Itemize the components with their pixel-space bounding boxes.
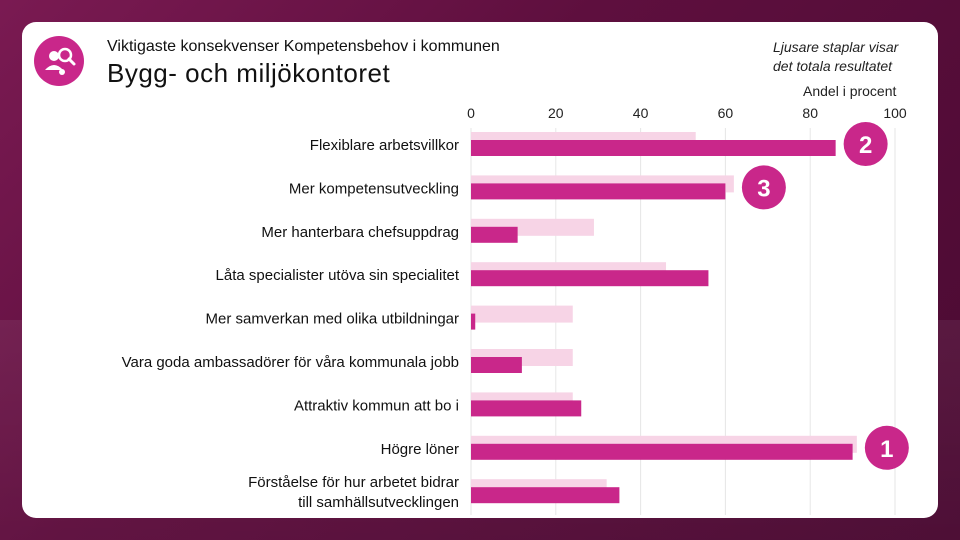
bar-unit-6	[471, 400, 581, 416]
rank-badge-label-2: 2	[859, 132, 872, 159]
bar-unit-0	[471, 140, 836, 156]
rank-badges-layer: 1 2 3	[742, 122, 909, 470]
category-labels-layer: Flexiblare arbetsvillkor Mer kompetensutv…	[122, 137, 460, 511]
x-tick-label-80: 80	[802, 105, 818, 121]
bar-unit-5	[471, 357, 522, 373]
x-tick-label-20: 20	[548, 105, 564, 121]
category-label-8: Förståelse för hur arbetet bidrar till sa…	[248, 474, 459, 511]
bar-unit-1	[471, 183, 725, 199]
bar-total-4	[471, 306, 573, 323]
rank-badge-label-3: 3	[757, 175, 770, 202]
bar-unit-8	[471, 487, 619, 503]
x-tick-label-60: 60	[718, 105, 734, 121]
bar-unit-4	[471, 314, 475, 330]
category-label-7: Högre löner	[381, 441, 459, 458]
category-label-4: Mer samverkan med olika utbildningar	[206, 311, 459, 328]
x-tick-label-0: 0	[467, 105, 475, 121]
bar-unit-3	[471, 270, 708, 286]
bars-layer	[471, 132, 857, 503]
category-label-5: Vara goda ambassadörer för våra kommunal…	[122, 354, 459, 371]
bar-chart: 0 20 40 60 80 100 Flexiblare arbetsvillkor Mer…	[0, 0, 960, 540]
category-label-3: Låta specialister utöva sin specialitet	[216, 267, 460, 284]
category-label-1: Mer kompetensutveckling	[289, 180, 459, 197]
bar-unit-7	[471, 444, 853, 460]
ticks-layer: 0 20 40 60 80 100	[467, 105, 907, 121]
category-label-0: Flexiblare arbetsvillkor	[310, 137, 459, 154]
x-tick-label-100: 100	[883, 105, 907, 121]
x-tick-label-40: 40	[633, 105, 649, 121]
category-label-2: Mer hanterbara chefsuppdrag	[261, 224, 459, 241]
category-label-6: Attraktiv kommun att bo i	[294, 397, 459, 414]
rank-badge-label-1: 1	[880, 436, 893, 463]
bar-unit-2	[471, 227, 518, 243]
